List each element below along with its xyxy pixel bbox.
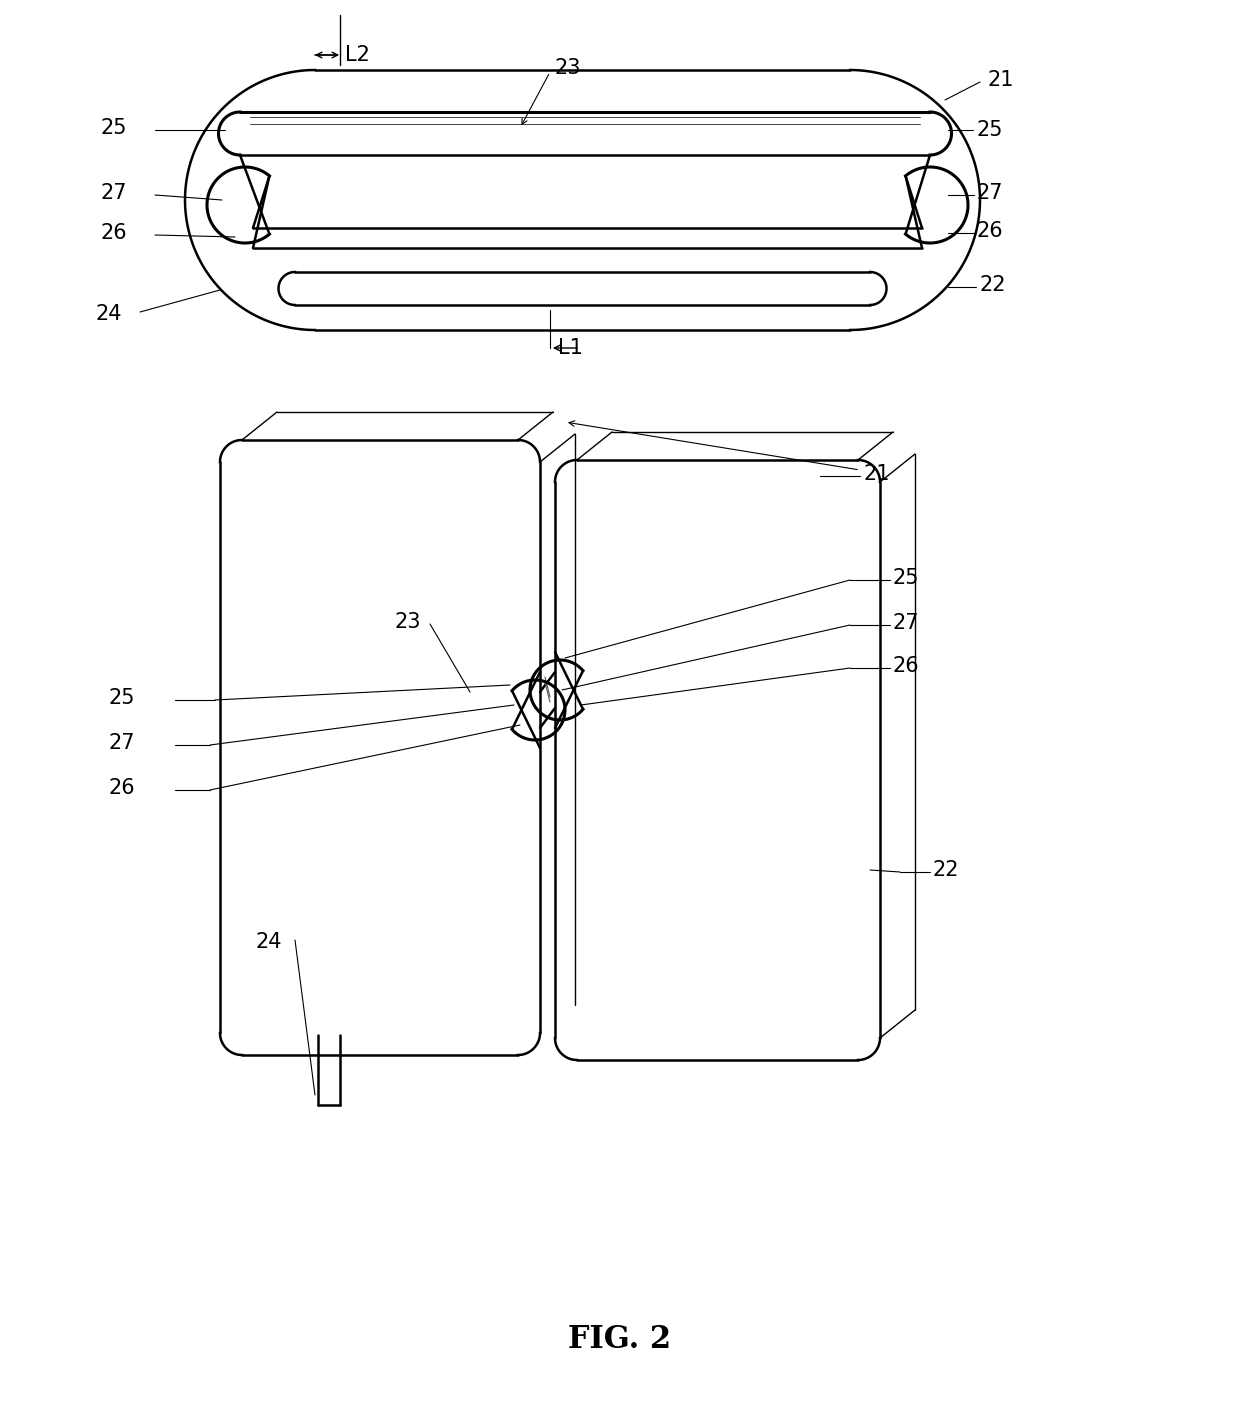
Text: 27: 27 [977,183,1003,203]
Text: 27: 27 [100,183,126,203]
Text: 23: 23 [556,58,582,78]
Text: 26: 26 [100,223,126,243]
Text: 21: 21 [864,464,890,484]
Text: 24: 24 [95,303,122,325]
Text: 26: 26 [893,656,920,676]
Text: L1: L1 [558,339,583,358]
Text: 21: 21 [988,71,1014,90]
Text: 25: 25 [108,689,134,708]
Text: 27: 27 [108,732,134,753]
Text: FIG. 2: FIG. 2 [568,1325,672,1356]
Text: 22: 22 [980,275,1007,295]
Text: 25: 25 [893,569,920,588]
Text: 22: 22 [932,859,960,880]
Text: 23: 23 [396,612,422,632]
Text: L2: L2 [345,45,370,65]
Text: 26: 26 [977,222,1003,241]
Text: 24: 24 [255,933,281,952]
Text: 27: 27 [893,612,920,634]
Text: 25: 25 [977,120,1003,140]
Text: 26: 26 [108,777,135,799]
Text: 25: 25 [100,119,126,138]
